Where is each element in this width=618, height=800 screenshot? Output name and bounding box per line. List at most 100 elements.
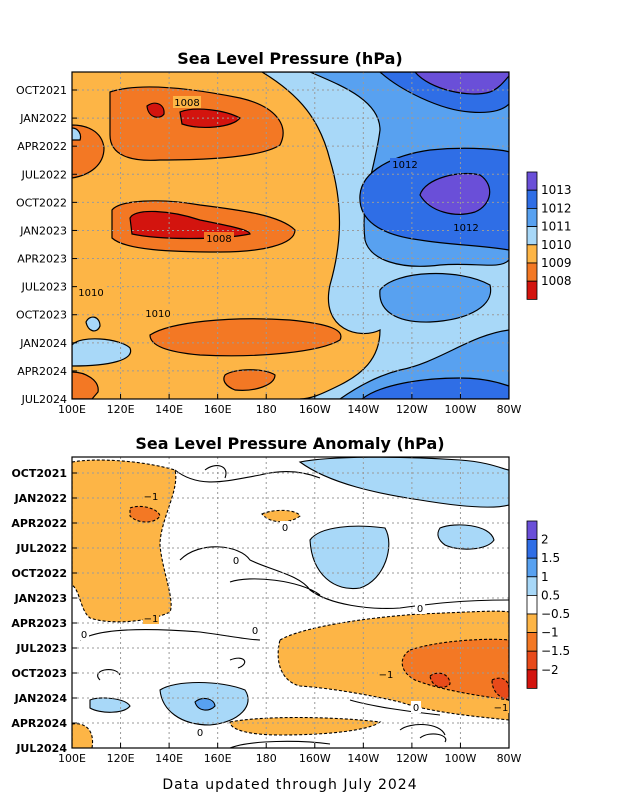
chart1-contour-label: 1012 [392,160,417,171]
x-tick-label: 120E [107,752,135,765]
x-tick-label: 100E [58,752,86,765]
chart2-contour-zero [79,465,509,748]
chart1-field-1013b [414,72,509,95]
chart1-frame [71,71,510,400]
y-tick-label: JAN2022 [19,112,67,125]
chart2-frame [71,456,510,749]
y-tick-label: JUL2024 [21,393,67,406]
chart2-contour-labels: −1 0 0 −1 0 0 0 −1 0 −1 0 [79,490,509,739]
colorbar-label: −0.5 [541,607,570,621]
colorbar-label: 1012 [541,201,572,215]
chart1-field-1008b [146,102,165,118]
colorbar-label: 1010 [541,238,572,252]
y-tick-label: JAN2024 [19,337,67,350]
x-tick-label: 160E [204,752,232,765]
y-tick-label: APR2022 [11,517,67,530]
x-tick-label: 140E [155,752,183,765]
chart1-field-1009f [72,371,99,399]
x-tick-label: 100E [58,403,86,416]
y-tick-label: APR2024 [11,717,67,730]
chart2-field-pos1 [194,697,216,711]
chart2-field-neg05c [277,610,509,721]
chart2-contour-label: −1 [144,492,159,503]
chart2-contour-label: 0 [252,626,258,637]
chart2-contour-label: −1 [494,703,509,714]
y-tick-label: APR2023 [11,617,67,630]
x-tick-label: 160E [204,403,232,416]
colorbar-swatch [526,650,538,671]
chart2-contour-label: 0 [233,556,239,567]
colorbar-swatch [526,595,538,615]
y-tick-label: OCT2022 [16,196,67,209]
chart2-field-neg05e [72,723,94,748]
colorbar-label: 1008 [541,274,572,288]
colorbar-swatch [526,226,538,246]
colorbar-swatch [526,244,538,264]
x-tick-label: 160W [299,403,331,416]
colorbar-swatch [526,520,538,541]
chart1-contour-label: 1012 [453,223,478,234]
chart2-field-neg1a [129,505,161,523]
x-tick-label: 160W [299,752,331,765]
chart1-field-1010w [72,338,132,367]
x-tick-label: 100W [445,752,477,765]
chart2-field-neg05d [229,716,382,736]
chart1-field-1013 [419,172,491,215]
y-tick-label: APR2022 [17,140,67,153]
colorbar-label: 1.5 [541,551,560,565]
chart1-field-1011b [379,272,492,323]
colorbar-label: −1 [541,626,559,640]
y-tick-label: OCT2021 [16,84,67,97]
chart1-x-axis: 100E 120E 140E 160E 180 160W 140W 120W 100W 80W [58,394,522,416]
colorbar-swatch [526,576,538,596]
x-tick-label: 120W [396,752,428,765]
x-tick-label: 140W [347,403,379,416]
x-tick-label: 180 [256,403,277,416]
colorbar-swatch [526,632,538,652]
chart2-contour-label: −1 [379,670,394,681]
chart2-field-pos05b [309,525,390,590]
chart2-field-neg1b [401,638,509,701]
chart2-grid [72,457,509,748]
chart1-field-1009d [149,318,342,357]
chart2-colorbar: 2 1.5 1 0.5 −0.5 −1 −1.5 −2 [526,520,570,689]
chart2-field-neg05b [261,509,301,523]
chart2-y-axis: OCT2021 JAN2022 APR2022 JUL2022 OCT2022 JAN20… [11,467,77,755]
y-tick-label: JUL2023 [15,642,67,655]
y-tick-label: JUL2022 [15,542,67,555]
chart1-contour-labels: 1008 1012 1012 1008 1010 1010 [76,96,481,320]
chart2-field-neg15 [429,672,451,688]
colorbar-swatch [526,189,538,209]
chart1-title: Sea Level Pressure (hPa) [177,49,402,68]
x-tick-label: 120W [396,403,428,416]
chart2-x-axis: 100E 120E 140E 160E 180 160W 140W 120W 100W 80W [58,743,522,765]
x-tick-label: 140W [347,752,379,765]
chart2-contour-label: 0 [413,703,419,714]
colorbar-swatch [526,613,538,634]
y-tick-label: JUL2024 [15,742,67,755]
colorbar-label: −1.5 [541,644,570,658]
y-tick-label: APR2023 [17,253,67,266]
y-tick-label: JUL2022 [21,168,67,181]
x-tick-label: 120E [107,403,135,416]
colorbar-label: 1 [541,570,549,584]
y-tick-label: OCT2023 [16,309,67,322]
colorbar-label: 0.5 [541,588,560,602]
chart1-colorbar: 1013 1012 1011 1010 1009 1008 [526,171,572,300]
chart2-contour-label: 0 [282,523,288,534]
colorbar-swatch [526,557,538,578]
chart1-contour-label: 1008 [206,234,231,245]
chart1-field-1008c [129,210,251,240]
x-tick-label: 180 [256,752,277,765]
chart1-field-1009e [223,369,276,391]
chart1-field-1012c [361,377,509,399]
x-tick-label: 140E [155,403,183,416]
chart2-field-pos05c [437,524,495,550]
colorbar-swatch [526,280,538,300]
x-tick-label: 80W [497,403,522,416]
colorbar-label: 2 [541,533,549,547]
colorbar-swatch [526,207,538,227]
colorbar-label: 1011 [541,220,572,234]
x-tick-label: 100W [445,403,477,416]
